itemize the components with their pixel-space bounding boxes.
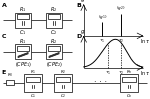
Text: $\tau_2$: $\tau_2$: [118, 38, 124, 46]
Text: $C_2$: $C_2$: [50, 28, 58, 37]
Bar: [26, 77, 40, 82]
Text: D: D: [76, 34, 82, 39]
Text: $\tau_1$: $\tau_1$: [99, 38, 105, 46]
Bar: [46, 44, 62, 59]
Text: E: E: [2, 70, 6, 75]
Text: $C_2$: $C_2$: [60, 92, 66, 99]
Text: C: C: [2, 34, 6, 39]
Bar: [54, 74, 72, 92]
Text: $R_2$: $R_2$: [50, 5, 58, 14]
Text: $\ln\tau$: $\ln\tau$: [140, 37, 150, 45]
Text: $(g_2)$: $(g_2)$: [116, 4, 126, 12]
Text: $g$: $g$: [80, 0, 85, 4]
Bar: [15, 12, 31, 28]
Text: $(g_1)$: $(g_1)$: [98, 13, 107, 21]
Text: $R_2$: $R_2$: [50, 37, 58, 46]
Text: $C_1$: $C_1$: [30, 92, 36, 99]
Text: A: A: [2, 3, 6, 8]
Bar: [24, 74, 42, 92]
Text: $R_0$: $R_0$: [7, 71, 13, 79]
Text: $R_1$: $R_1$: [20, 5, 27, 14]
Text: $R_n$: $R_n$: [126, 68, 132, 76]
Text: $\tau_1$: $\tau_1$: [105, 70, 111, 77]
Bar: [122, 77, 136, 82]
Bar: [48, 14, 60, 19]
Text: $R_1$: $R_1$: [20, 37, 27, 46]
Bar: [48, 46, 60, 51]
Text: · · ·: · · ·: [94, 78, 107, 87]
Bar: [6, 80, 14, 85]
Text: $C_n$: $C_n$: [126, 92, 132, 99]
Text: $g$: $g$: [80, 28, 85, 36]
Bar: [15, 44, 31, 59]
Bar: [56, 77, 70, 82]
Text: $\tau_2$: $\tau_2$: [118, 70, 124, 77]
Text: $C_1$: $C_1$: [20, 28, 27, 37]
Text: $(CPE_2)$: $(CPE_2)$: [45, 60, 63, 69]
Text: $R_2$: $R_2$: [60, 68, 66, 76]
Bar: [17, 14, 29, 19]
Text: B: B: [76, 3, 81, 8]
Text: $\ln\tau$: $\ln\tau$: [140, 69, 150, 77]
Bar: [120, 74, 138, 92]
Text: $R_1$: $R_1$: [30, 68, 36, 76]
Text: $(CPE_1)$: $(CPE_1)$: [15, 60, 32, 69]
Bar: [46, 12, 62, 28]
Bar: [17, 46, 29, 51]
